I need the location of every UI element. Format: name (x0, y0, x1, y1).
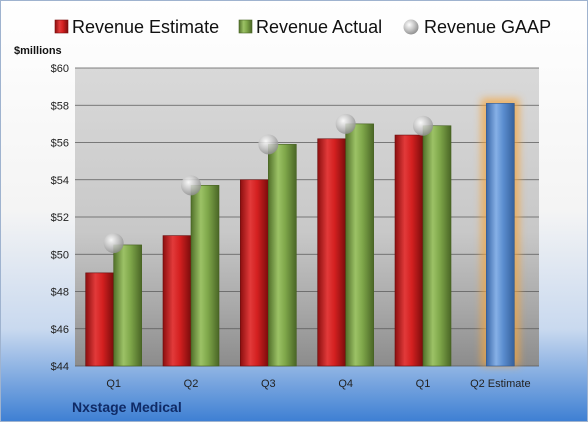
y-unit-label: $millions (14, 45, 62, 57)
legend-swatch-estimate (54, 19, 69, 34)
legend-swatch-gaap (403, 19, 419, 35)
y-tick-label: $46 (51, 324, 69, 336)
x-tick-label: Q3 (261, 378, 276, 390)
x-tick-label: Q1 (416, 378, 431, 390)
y-tick-label: $60 (51, 63, 69, 75)
y-tick-label: $56 (51, 138, 69, 150)
y-axis: $44 $46 $48 $50 $52 $54 $56 $58 $60 (51, 63, 69, 373)
y-tick-label: $50 (51, 249, 69, 261)
legend-label-actual: Revenue Actual (256, 17, 382, 37)
legend-label-estimate: Revenue Estimate (72, 17, 219, 37)
bar-actual (422, 125, 452, 367)
bar-estimate (240, 179, 269, 367)
x-axis: Q1 Q2 Q3 Q4 Q1 Q2 Estimate (106, 378, 530, 390)
bar-forecast (486, 103, 515, 367)
gaap-marker (258, 134, 279, 155)
legend-label-gaap: Revenue GAAP (424, 17, 551, 37)
bars (85, 98, 520, 367)
bar-actual (345, 123, 374, 367)
gaap-marker (103, 233, 124, 254)
gridlines (75, 67, 539, 367)
x-tick-label: Q2 Estimate (470, 378, 531, 390)
x-tick-label: Q2 (184, 378, 199, 390)
y-tick-label: $48 (51, 287, 69, 299)
legend-swatch-actual (238, 19, 253, 34)
y-tick-label: $52 (51, 212, 69, 224)
bar-actual (268, 144, 297, 367)
bar-estimate (394, 134, 424, 367)
bar-estimate (317, 138, 346, 367)
bar-actual (190, 185, 220, 367)
x-tick-label: Q4 (338, 378, 353, 390)
gaap-marker (335, 113, 356, 134)
bar-actual (113, 244, 142, 367)
y-tick-label: $54 (51, 175, 69, 187)
gaap-marker (181, 175, 201, 196)
bar-estimate (85, 272, 114, 367)
y-tick-label: $58 (51, 100, 69, 112)
x-tick-label: Q1 (106, 378, 121, 390)
legend: Revenue Estimate Revenue Actual Revenue … (54, 17, 551, 37)
gaap-marker (413, 115, 433, 136)
y-tick-label: $44 (51, 361, 69, 373)
company-name: Nxstage Medical (72, 399, 182, 415)
bar-estimate (162, 235, 192, 367)
